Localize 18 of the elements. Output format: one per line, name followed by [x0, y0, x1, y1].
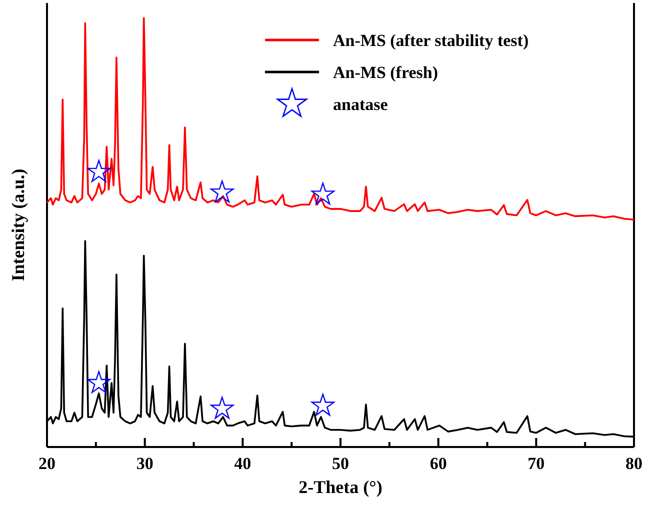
legend-label: An-MS (fresh) — [333, 63, 438, 82]
x-tick-label: 30 — [136, 454, 154, 474]
legend-label: anatase — [333, 95, 388, 114]
x-tick-label: 50 — [332, 454, 349, 474]
x-axis-title: 2-Theta (°) — [298, 477, 382, 497]
point — [210, 180, 234, 203]
point — [87, 370, 110, 394]
point — [87, 160, 110, 182]
point — [311, 394, 334, 416]
x-tick-label: 70 — [528, 454, 545, 474]
point — [311, 182, 334, 205]
x-tick-label: 80 — [626, 454, 642, 474]
point — [210, 396, 234, 419]
legend-label: An-MS (after stability test) — [333, 31, 529, 50]
x-tick-label: 40 — [234, 454, 252, 474]
x-tick-label: 60 — [430, 454, 447, 474]
x-tick-label: 20 — [38, 454, 56, 474]
y-axis-title: Intensity (a.u.) — [8, 168, 28, 282]
